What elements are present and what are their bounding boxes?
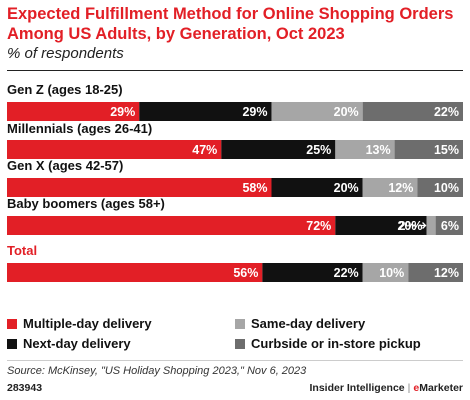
bar-segment-3-1 bbox=[335, 216, 427, 235]
legend-swatch-1 bbox=[7, 338, 17, 349]
data-label-2-2: 12% bbox=[388, 181, 413, 195]
brand-name: Insider Intelligence bbox=[309, 382, 405, 394]
bar-segment-0-3 bbox=[362, 102, 463, 121]
data-label-0-2: 20% bbox=[334, 105, 359, 119]
data-label-2-1: 20% bbox=[334, 181, 359, 195]
bar-segment-0-2 bbox=[271, 102, 363, 121]
bar-segment-2-2 bbox=[362, 178, 418, 197]
bar-segment-4-2 bbox=[362, 263, 409, 282]
legend-item-3: Curbside or in-store pickup bbox=[235, 336, 421, 351]
data-label-0-0: 29% bbox=[110, 105, 135, 119]
bar-segment-3-2 bbox=[426, 216, 436, 235]
top-rule bbox=[7, 70, 463, 71]
data-label-4-2: 10% bbox=[379, 266, 404, 280]
chart-id: 283943 bbox=[7, 382, 43, 394]
category-label-4: Total bbox=[7, 243, 37, 258]
brand-secondary-e: e bbox=[413, 382, 420, 394]
data-label-1-1: 25% bbox=[306, 143, 331, 157]
data-label-4-1: 22% bbox=[334, 266, 359, 280]
bottom-rule bbox=[7, 360, 463, 361]
category-label-0: Gen Z (ages 18-25) bbox=[7, 82, 123, 97]
data-label-1-3: 15% bbox=[434, 143, 459, 157]
legend-swatch-2 bbox=[235, 318, 245, 329]
chart-title: Expected Fulfillment Method for Online S… bbox=[7, 5, 454, 43]
data-label-4-3: 12% bbox=[434, 266, 459, 280]
bar-segment-0-1 bbox=[139, 102, 272, 121]
data-label-0-3: 22% bbox=[434, 105, 459, 119]
data-label-2-0: 58% bbox=[242, 181, 267, 195]
bar-segment-2-0 bbox=[7, 178, 272, 197]
legend-item-2: Same-day delivery bbox=[235, 316, 365, 331]
data-label-3-3: 6% bbox=[441, 219, 459, 233]
pointer-arrow-icon bbox=[418, 222, 427, 229]
brand-separator: | bbox=[407, 382, 411, 394]
legend-label-1: Next-day delivery bbox=[23, 336, 131, 351]
legend-item-1: Next-day delivery bbox=[7, 336, 131, 351]
legend-label-2: Same-day delivery bbox=[251, 316, 366, 331]
brand-footer: Insider Intelligence | eMarketer bbox=[310, 382, 463, 394]
category-label-3: Baby boomers (ages 58+) bbox=[7, 196, 165, 211]
legend-swatch-3 bbox=[235, 338, 245, 349]
bar-segment-2-3 bbox=[417, 178, 463, 197]
category-label-2: Gen X (ages 42-57) bbox=[7, 158, 123, 173]
legend-label-0: Multiple-day delivery bbox=[23, 316, 152, 331]
data-label-1-0: 47% bbox=[192, 143, 217, 157]
category-label-1: Millennials (ages 26-41) bbox=[7, 121, 152, 136]
bar-segment-1-0 bbox=[7, 140, 222, 159]
brand-secondary-rest: Marketer bbox=[419, 382, 463, 394]
source-note: Source: McKinsey, "US Holiday Shopping 2… bbox=[7, 365, 307, 377]
bar-segment-3-0 bbox=[7, 216, 336, 235]
legend-label-3: Curbside or in-store pickup bbox=[251, 336, 421, 351]
bar-segment-2-1 bbox=[271, 178, 363, 197]
bar-segment-0-0 bbox=[7, 102, 140, 121]
bar-segment-4-1 bbox=[262, 263, 363, 282]
data-label-3-0: 72% bbox=[306, 219, 331, 233]
legend-swatch-0 bbox=[7, 318, 17, 329]
data-label-0-1: 29% bbox=[242, 105, 267, 119]
data-label-3-1: 20% bbox=[397, 219, 422, 233]
bar-segment-3-3 bbox=[435, 216, 463, 235]
bar-segment-1-1 bbox=[221, 140, 336, 159]
bar-segment-1-3 bbox=[394, 140, 463, 159]
bar-segment-1-2 bbox=[335, 140, 395, 159]
chart-subtitle: % of respondents bbox=[7, 45, 124, 62]
bar-segment-4-0 bbox=[7, 263, 263, 282]
data-label-2-3: 10% bbox=[434, 181, 459, 195]
bar-segment-4-3 bbox=[408, 263, 463, 282]
data-label-3-2: 2% bbox=[398, 219, 416, 233]
data-label-4-0: 56% bbox=[233, 266, 258, 280]
legend-item-0: Multiple-day delivery bbox=[7, 316, 152, 331]
data-label-1-2: 13% bbox=[366, 143, 391, 157]
